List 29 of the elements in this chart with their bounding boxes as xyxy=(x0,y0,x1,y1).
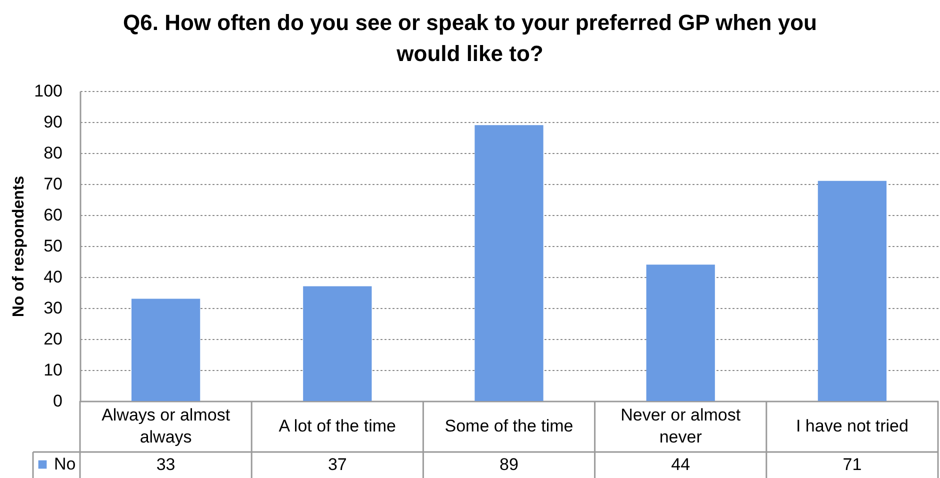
y-tick-label: 100 xyxy=(34,82,62,100)
y-tick-label: 20 xyxy=(44,330,62,348)
y-tick-label: 10 xyxy=(44,360,62,380)
data-label: 89 xyxy=(500,455,518,474)
bar xyxy=(131,298,200,401)
data-label: 71 xyxy=(842,455,862,474)
bar xyxy=(646,264,715,401)
x-tick-label: A lot of the time xyxy=(278,416,396,436)
y-tick-label: 90 xyxy=(44,112,62,132)
x-tick-label: Never or almost never xyxy=(620,406,741,446)
y-axis-title: No of respondents xyxy=(10,176,28,318)
x-tick-label: I have not tried xyxy=(796,416,908,436)
bar xyxy=(303,286,372,401)
data-label: 37 xyxy=(328,455,347,474)
bar xyxy=(474,125,544,401)
y-tick-label: 0 xyxy=(53,392,62,410)
chart-title: Q6. How often do you see or speak to your preferred GP when you would like to? xyxy=(123,10,817,66)
x-tick-label: Some of the time xyxy=(444,416,574,436)
y-tick-label: 50 xyxy=(44,236,62,256)
y-tick-label: 30 xyxy=(44,298,62,318)
y-tick-label: 80 xyxy=(44,144,62,162)
y-tick-label: 70 xyxy=(44,174,62,194)
x-tick-label: Always or almost always xyxy=(102,406,230,446)
y-tick-label: 60 xyxy=(44,206,62,224)
legend-label: No xyxy=(54,454,76,474)
data-label: 44 xyxy=(671,455,690,474)
data-label: 33 xyxy=(156,455,176,474)
bar xyxy=(818,180,887,401)
y-tick-label: 40 xyxy=(44,268,62,286)
